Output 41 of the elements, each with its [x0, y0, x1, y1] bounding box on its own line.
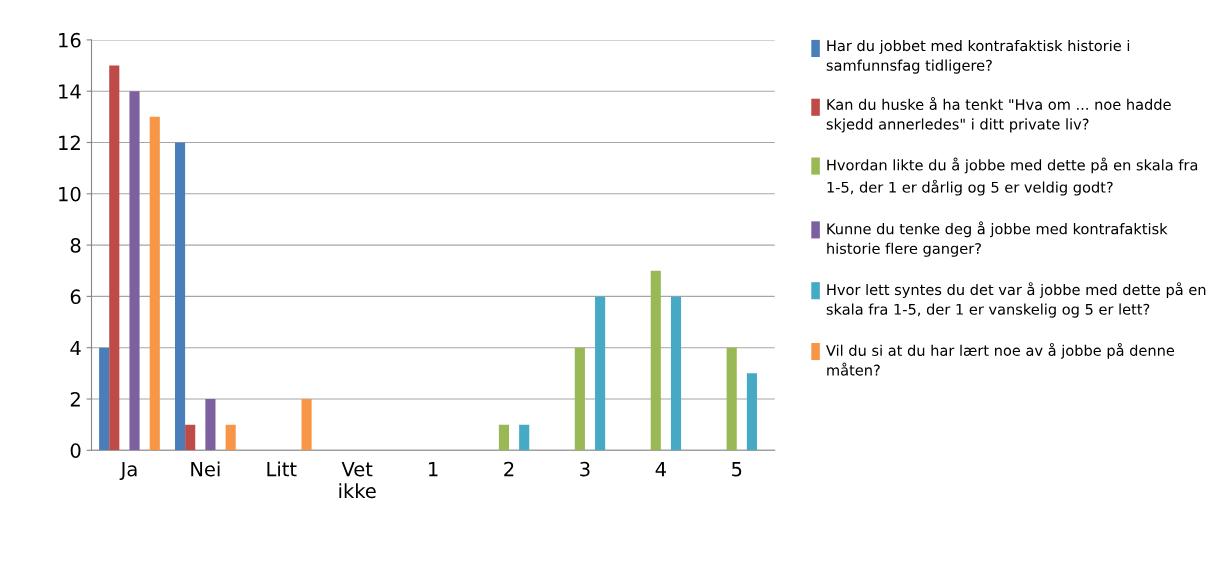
bar: [225, 424, 236, 451]
bar: [574, 347, 585, 451]
legend-label: Kunne du tenke deg å jobbe med kontrafaktisk historie flere ganger?: [827, 221, 1168, 257]
legend-label: Har du jobbet med kontrafaktisk historie i samfunnsfag tidligere?: [826, 39, 1130, 74]
bar: [519, 424, 530, 451]
y-tick-label: 10: [59, 186, 81, 202]
bar: [149, 116, 160, 451]
x-tick-label: Litt: [267, 461, 297, 477]
bar: [746, 373, 757, 451]
bar: [301, 399, 312, 451]
bar: [726, 347, 737, 451]
y-tick-label: 0: [70, 443, 81, 458]
legend-label: Hvor lett syntes du det var å jobbe med dette på en skala fra 1-5, der 1 er vanskelig og 5 er lett?: [826, 282, 1206, 318]
bar: [185, 424, 196, 451]
bar: [129, 91, 140, 451]
x-tick-label: Ja: [119, 462, 137, 481]
bar: [498, 424, 510, 451]
x-tick-label: 5: [732, 462, 742, 477]
bar: [670, 296, 682, 451]
y-tick-label: 6: [70, 289, 81, 305]
y-tick-label: 16: [59, 32, 81, 48]
bar: [175, 142, 186, 451]
legend-label: Kan du huske å ha tenkt "Hva om ... noe hadde skjedd annerledes" i ditt private liv?: [826, 96, 1171, 133]
bar: [99, 347, 110, 451]
legend-label: Hvordan likte du å jobbe med dette på en skala fra 1-5, der 1 er dårlig og 5 er veldig godt?: [827, 157, 1198, 196]
y-tick-label: 12: [59, 135, 80, 150]
y-tick-label: 8: [70, 238, 81, 253]
x-tick-label: 4: [655, 462, 666, 477]
y-tick-label: 14: [59, 84, 81, 99]
x-tick-label: Nei: [191, 461, 220, 477]
bar: [595, 296, 606, 451]
y-tick-label: 2: [70, 391, 80, 407]
legend-label: Vil du si at du har lært noe av å jobbe på denne måten?: [826, 342, 1175, 376]
y-tick-label: 4: [70, 340, 81, 356]
x-tick-label: 2: [504, 461, 514, 477]
bar: [205, 399, 216, 451]
bar: [650, 270, 661, 451]
bar: [109, 65, 120, 451]
x-tick-label: Vet ikke: [339, 462, 376, 499]
x-tick-label: 3: [580, 461, 590, 477]
x-tick-label: 1: [429, 462, 438, 477]
